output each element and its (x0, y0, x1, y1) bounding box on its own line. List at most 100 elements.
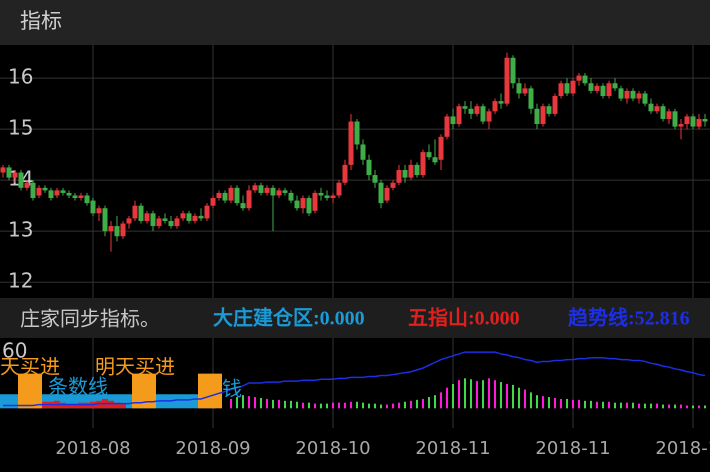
histogram-bar (314, 403, 316, 409)
candle-body (432, 157, 438, 163)
legend-item: 趋势线:52.816 (568, 306, 690, 330)
histogram-bar (578, 399, 580, 409)
candle-body (222, 192, 228, 201)
candle-body (90, 200, 96, 214)
annotation: 钱 (222, 377, 242, 401)
candle-body (516, 83, 522, 94)
histogram-bar (644, 403, 646, 409)
indicator-bar (30, 373, 36, 409)
indicator-bar (144, 373, 150, 409)
x-tick-label: 2018-10 (295, 438, 370, 459)
histogram-bar (434, 395, 436, 409)
histogram-bar (614, 402, 616, 409)
indicator-bar (120, 403, 126, 409)
candle-body (312, 192, 318, 211)
candle-body (210, 198, 216, 206)
histogram-bar (512, 384, 514, 409)
indicator-bar (114, 394, 120, 409)
candle-body (456, 106, 462, 125)
annotation: 明天买进 (95, 355, 175, 379)
candle-body (132, 205, 138, 219)
candle-body (438, 136, 444, 160)
candle-body (120, 223, 126, 237)
candle-body (636, 93, 642, 99)
candle-body (264, 187, 270, 193)
candle-body (552, 96, 558, 114)
histogram-bar (344, 402, 346, 409)
indicator-bar (138, 373, 144, 409)
histogram-bar (320, 403, 322, 409)
candle-body (564, 83, 570, 94)
histogram-bar (254, 397, 256, 409)
histogram-bar (548, 397, 550, 409)
candle-body (318, 192, 324, 196)
candle-body (678, 124, 684, 127)
indicator-bar (204, 373, 210, 409)
legend-item: 五指山:0.000 (408, 306, 520, 330)
histogram-bar (686, 405, 688, 409)
histogram-bar (458, 380, 460, 409)
y-tick-label: 60 (2, 339, 27, 363)
candle-body (174, 218, 180, 227)
x-tick-label: 2018-12 (655, 438, 710, 459)
candle-body (582, 75, 588, 84)
candle-body (558, 83, 564, 97)
candle-body (624, 90, 630, 99)
indicator-bar (174, 394, 180, 409)
candle-body (654, 106, 660, 112)
candle-body (702, 118, 708, 122)
candle-body (282, 190, 288, 193)
candle-body (696, 118, 702, 127)
histogram-bar (476, 381, 478, 409)
candle-body (288, 192, 294, 201)
candle-body (402, 169, 408, 178)
header-title: 指标 (20, 9, 62, 33)
candle-body (36, 187, 42, 196)
histogram-bar (440, 392, 442, 409)
y-tick-label: 15 (8, 116, 33, 140)
candle-body (378, 182, 384, 204)
histogram-bar (308, 402, 310, 409)
candle-body (84, 195, 90, 204)
candle-body (48, 190, 54, 199)
histogram-bar (404, 401, 406, 409)
trend-line (3, 351, 706, 407)
indicator-bar (84, 402, 90, 409)
indicator-bar (78, 394, 84, 409)
candle-body (66, 192, 72, 196)
indicator-bar (18, 373, 24, 409)
histogram-bar (230, 398, 232, 409)
candle-body (522, 88, 528, 94)
indicator-bar (72, 394, 78, 409)
indicator-bar (114, 402, 120, 409)
indicator-bar (12, 394, 18, 409)
indicator-bar (84, 394, 90, 409)
histogram-bar (692, 405, 694, 409)
candle-body (570, 80, 576, 94)
indicator-bar (0, 298, 710, 338)
histogram-bar (392, 403, 394, 409)
histogram-bar (422, 398, 424, 409)
candle-body (144, 213, 150, 221)
candle-body (390, 182, 396, 188)
histogram-bar (302, 402, 304, 409)
histogram-bar (638, 403, 640, 409)
candle-body (162, 218, 168, 221)
candle-body (300, 198, 306, 209)
candle-body (258, 185, 264, 193)
indicator-bar (78, 402, 84, 409)
histogram-bar (698, 405, 700, 409)
histogram-bar (566, 398, 568, 409)
histogram-bar (428, 397, 430, 409)
indicator-bar (186, 394, 192, 409)
histogram-bar (632, 402, 634, 409)
histogram-bar (350, 401, 352, 409)
x-tick-label: 2018-11 (535, 438, 610, 459)
candle-body (6, 167, 12, 178)
candle-body (324, 195, 330, 199)
candle-body (114, 226, 120, 237)
histogram-bar (542, 396, 544, 409)
histogram-bar (626, 402, 628, 409)
candle-body (330, 195, 336, 199)
